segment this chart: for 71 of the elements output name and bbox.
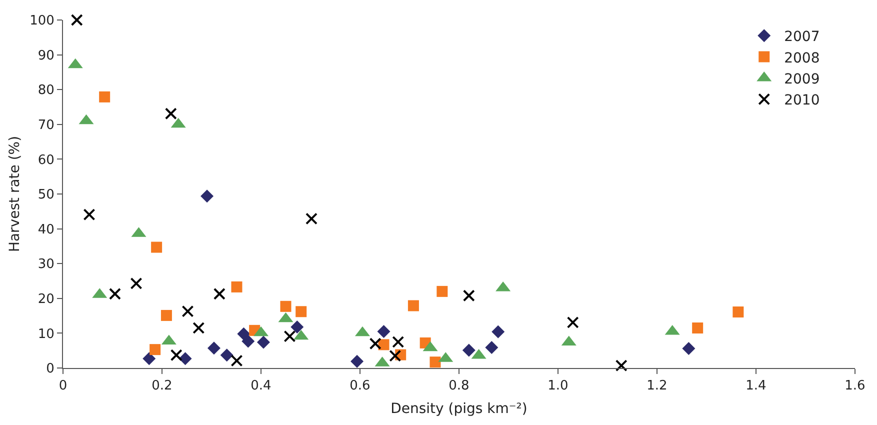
point xyxy=(130,277,142,290)
legend-label: 2010 xyxy=(784,92,820,109)
y-tick-label: 40 xyxy=(38,222,54,238)
point xyxy=(99,91,110,102)
point xyxy=(732,306,744,318)
point xyxy=(350,354,364,368)
y-tick-label: 0 xyxy=(46,362,54,377)
point xyxy=(389,350,402,362)
point xyxy=(160,310,172,321)
point xyxy=(566,316,579,328)
point xyxy=(377,324,390,338)
y-tick-label: 30 xyxy=(38,257,54,272)
point xyxy=(284,330,296,342)
point xyxy=(151,242,162,253)
point xyxy=(692,322,704,334)
x-tick-label: 0.8 xyxy=(448,378,470,394)
point xyxy=(462,344,476,357)
point xyxy=(108,288,121,300)
point xyxy=(485,340,498,354)
point xyxy=(213,288,226,300)
point xyxy=(256,336,270,349)
legend-label: 2007 xyxy=(784,29,820,46)
point xyxy=(436,286,448,297)
point xyxy=(615,360,628,372)
y-tick-label: 80 xyxy=(38,83,54,98)
point xyxy=(207,342,220,355)
x-tick-label: 0 xyxy=(58,378,68,394)
legend-label: 2008 xyxy=(784,50,820,66)
point xyxy=(170,349,182,362)
x-tick-label: 0.4 xyxy=(250,378,272,394)
legend-label: 2009 xyxy=(784,71,820,88)
x-tick-label: 0.2 xyxy=(152,378,172,394)
x-tick-label: 1.0 xyxy=(548,378,568,394)
point xyxy=(682,342,696,356)
y-tick-label: 20 xyxy=(38,292,54,307)
point xyxy=(178,352,192,366)
point xyxy=(290,320,304,334)
point xyxy=(230,354,243,367)
x-axis-title: Density (pigs km⁻²) xyxy=(390,400,528,417)
point xyxy=(192,322,205,334)
point xyxy=(378,339,390,350)
point xyxy=(182,305,194,318)
point xyxy=(305,212,318,225)
y-tick-label: 90 xyxy=(38,48,54,64)
point xyxy=(392,336,404,348)
point xyxy=(231,281,242,292)
y-axis-title: Harvest rate (%) xyxy=(7,136,24,252)
y-tick-label: 70 xyxy=(38,118,54,133)
point xyxy=(142,352,156,366)
point xyxy=(220,348,234,362)
point xyxy=(242,334,255,348)
x-tick-label: 1.6 xyxy=(844,378,866,394)
y-tick-label: 100 xyxy=(30,14,54,29)
x-tick-label: 1.4 xyxy=(746,378,766,394)
y-tick-label: 10 xyxy=(38,326,54,342)
point xyxy=(492,325,505,338)
y-tick-label: 60 xyxy=(38,152,54,168)
point xyxy=(296,306,307,318)
point xyxy=(200,190,214,203)
x-tick-label: 0.6 xyxy=(350,378,370,394)
point xyxy=(70,14,83,26)
point xyxy=(408,300,419,312)
point xyxy=(430,356,441,368)
point xyxy=(462,290,475,302)
point xyxy=(369,338,382,350)
point xyxy=(164,108,177,120)
point xyxy=(280,300,292,312)
y-tick-label: 50 xyxy=(38,188,54,203)
point xyxy=(150,344,161,356)
x-tick-label: 1.2 xyxy=(646,378,668,394)
point xyxy=(83,208,96,221)
